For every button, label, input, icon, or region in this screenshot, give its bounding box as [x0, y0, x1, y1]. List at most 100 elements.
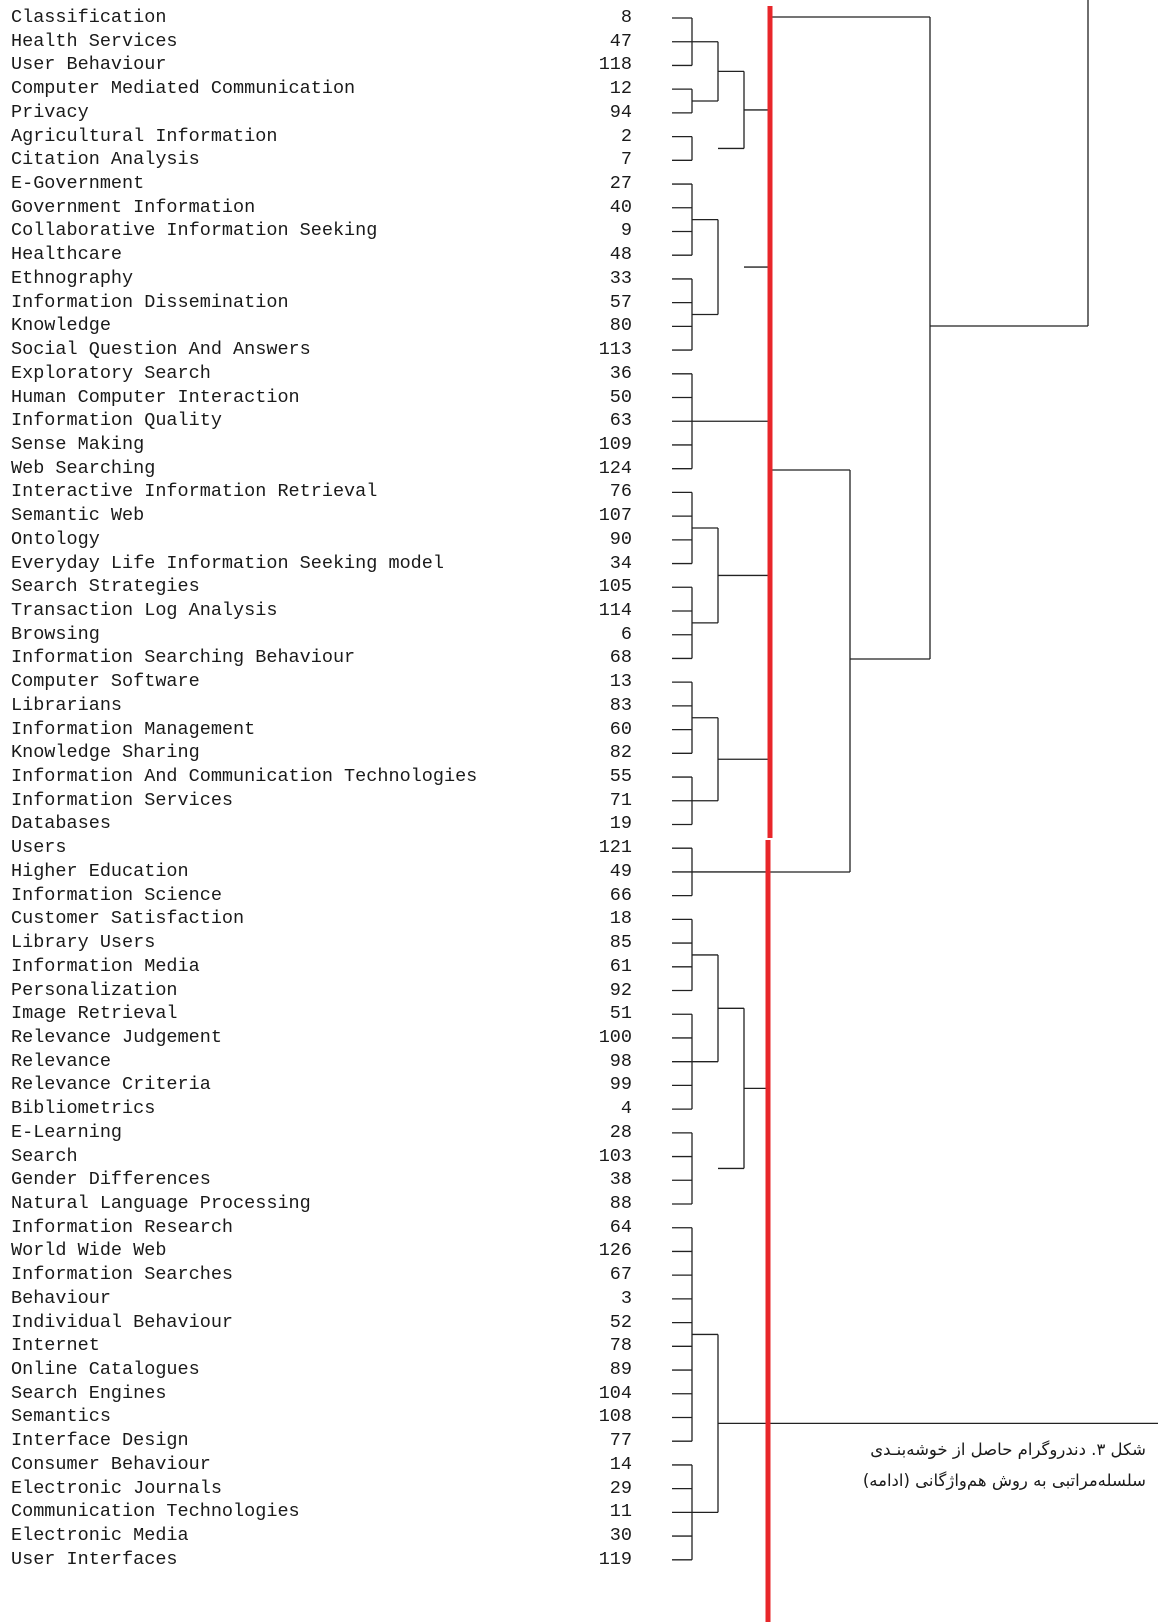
leaf-label: Ethnography [11, 267, 134, 289]
leaf-number: 104 [598, 1382, 632, 1404]
leaf-label: Customer Satisfaction [11, 908, 245, 930]
leaf-number: 68 [609, 647, 632, 669]
leaf-number: 88 [609, 1193, 632, 1214]
leaf-number: 48 [609, 244, 632, 266]
leaf-label: Behaviour [11, 1287, 111, 1309]
leaf-number: 109 [598, 433, 632, 455]
leaf-number: 2 [620, 125, 632, 147]
leaf-label: Search [11, 1145, 78, 1167]
leaf-number: 18 [609, 908, 632, 930]
leaf-label: Semantic Web [11, 505, 145, 527]
leaf-number: 9 [620, 220, 632, 242]
leaf-number: 121 [598, 837, 632, 859]
leaf-label: World Wide Web [11, 1240, 167, 1262]
leaf-number: 119 [598, 1548, 632, 1570]
leaf-label: Computer Mediated Communication [11, 78, 356, 100]
leaf-label: User Interfaces [11, 1548, 178, 1570]
leaf-label: Interactive Information Retrieval [11, 481, 378, 503]
leaf-number: 82 [609, 742, 632, 764]
leaf-label: Individual Behaviour [11, 1311, 234, 1333]
leaf-label: Gender Differences [11, 1169, 211, 1191]
leaf-number: 80 [609, 315, 632, 337]
leaf-label: E-Government [11, 173, 145, 195]
leaf-number: 8 [620, 7, 632, 28]
leaf-label: Communication Technologies [11, 1501, 300, 1523]
leaf-label: Image Retrieval [11, 1003, 178, 1025]
leaf-number: 89 [609, 1359, 632, 1381]
leaf-label: Information Dissemination [11, 291, 289, 313]
leaf-number: 49 [609, 860, 632, 882]
leaf-label: Healthcare [11, 244, 123, 266]
leaf-label: Citation Analysis [11, 149, 200, 171]
leaf-label: Librarians [11, 694, 123, 716]
leaf-label: Browsing [11, 623, 100, 645]
leaf-number: 118 [598, 54, 632, 76]
leaf-number: 13 [609, 671, 632, 693]
leaf-label: Privacy [11, 101, 89, 123]
leaf-label: E-Learning [11, 1121, 123, 1143]
leaf-number: 76 [609, 481, 632, 503]
leaf-number: 38 [609, 1169, 632, 1191]
leaf-number: 33 [609, 267, 632, 289]
leaf-label: Databases [11, 813, 111, 835]
leaf-number: 124 [598, 457, 632, 479]
leaf-number: 114 [598, 600, 632, 621]
leaf-number: 27 [609, 173, 632, 195]
leaf-label: Relevance [11, 1050, 111, 1072]
leaf-number: 67 [609, 1264, 632, 1286]
leaf-number: 34 [609, 552, 632, 574]
leaf-label: Ontology [11, 528, 100, 550]
leaf-label: Information Searches [11, 1264, 234, 1286]
leaf-label: Electronic Media [11, 1525, 189, 1547]
leaf-number: 71 [609, 789, 632, 811]
leaf-number: 57 [609, 291, 632, 313]
leaf-number: 60 [609, 718, 632, 740]
leaf-label: Health Services [11, 30, 178, 52]
leaf-number: 30 [609, 1525, 632, 1547]
leaf-number: 99 [609, 1074, 632, 1096]
leaf-number: 83 [609, 694, 632, 716]
leaf-number: 7 [620, 149, 632, 171]
leaf-number: 103 [598, 1145, 632, 1167]
leaf-number: 113 [598, 339, 632, 361]
leaf-number: 63 [609, 410, 632, 432]
leaf-label: Internet [11, 1335, 100, 1357]
leaf-label: Agricultural Information [11, 125, 278, 147]
leaf-number: 36 [609, 362, 632, 384]
leaf-label: Search Strategies [11, 576, 200, 598]
figure-caption-line-1: شکل ۳. دندروگرام حاصل از خوشه‌بنـدی [870, 1440, 1146, 1459]
leaf-number: 64 [609, 1216, 632, 1238]
leaf-number: 14 [609, 1453, 632, 1475]
leaf-label: Users [11, 837, 67, 859]
leaf-number: 6 [620, 623, 632, 645]
leaf-number: 40 [609, 196, 632, 218]
leaf-label: Collaborative Information Seeking [11, 220, 378, 242]
leaf-number: 105 [598, 576, 632, 598]
leaf-number: 47 [609, 30, 632, 52]
leaf-label: Information Quality [11, 410, 222, 432]
leaf-number: 90 [609, 528, 632, 550]
leaf-label: Electronic Journals [11, 1477, 222, 1499]
leaf-number: 61 [609, 955, 632, 977]
leaf-number: 126 [598, 1240, 632, 1262]
leaf-label: Classification [11, 7, 167, 28]
leaf-label: Information And Communication Technologi… [11, 766, 478, 788]
leaf-label: Personalization [11, 979, 178, 1001]
leaf-label: Government Information [11, 196, 256, 218]
leaf-label: Relevance Judgement [11, 1026, 222, 1048]
figure-caption-line-2: سلسله‌مراتبی به روش هم‌واژگانی (ادامه) [862, 1471, 1146, 1490]
leaf-label: Natural Language Processing [11, 1193, 311, 1214]
leaf-number: 55 [609, 766, 632, 788]
leaf-number: 50 [609, 386, 632, 408]
leaf-label: Semantics [11, 1406, 111, 1428]
leaf-label: Information Searching Behaviour [11, 647, 356, 669]
leaf-number: 94 [609, 101, 632, 123]
leaf-label: Information Management [11, 718, 256, 740]
leaf-number: 12 [609, 78, 632, 100]
leaf-label: Information Media [11, 955, 200, 977]
leaf-label: Information Science [11, 884, 222, 906]
leaf-number: 3 [620, 1287, 632, 1309]
leaf-number: 100 [598, 1026, 632, 1048]
